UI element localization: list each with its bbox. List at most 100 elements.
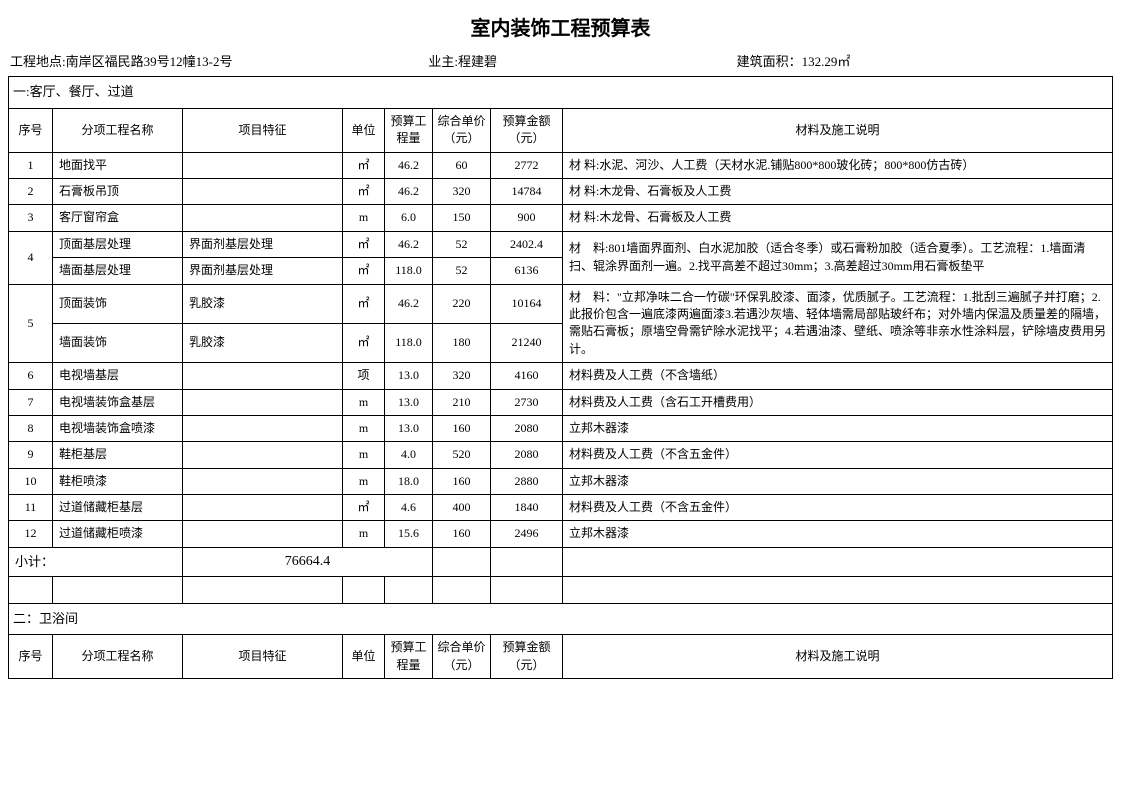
cell-name: 电视墙装饰盒喷漆 <box>53 415 183 441</box>
table-row: 1 地面找平 ㎡ 46.2 60 2772 材 料:水泥、河沙、人工费（天材水泥… <box>9 152 1113 178</box>
cell-unit: ㎡ <box>343 152 385 178</box>
cell-feat <box>183 363 343 389</box>
cell-idx: 10 <box>9 468 53 494</box>
cell-amt: 4160 <box>491 363 563 389</box>
cell-unit: ㎡ <box>343 231 385 257</box>
location-value: 南岸区福民路39号12幢13-2号 <box>66 54 233 69</box>
budget-table: 一:客厅、餐厅、过道 序号 分项工程名称 项目特征 单位 预算工程量 综合单价（… <box>8 76 1113 679</box>
hdr-unit: 单位 <box>343 635 385 679</box>
cell-price: 60 <box>433 152 491 178</box>
cell-price: 52 <box>433 258 491 284</box>
blank-row <box>9 577 1113 603</box>
cell-name: 顶面装饰 <box>53 284 183 323</box>
cell-feat <box>183 442 343 468</box>
cell-price: 160 <box>433 468 491 494</box>
empty-cell <box>491 547 563 576</box>
cell-amt: 900 <box>491 205 563 231</box>
table-row: 2 石膏板吊顶 ㎡ 46.2 320 14784 材 料:木龙骨、石膏板及人工费 <box>9 179 1113 205</box>
cell-name: 过道储藏柜喷漆 <box>53 521 183 547</box>
hdr-name: 分项工程名称 <box>53 108 183 152</box>
cell-feat <box>183 179 343 205</box>
cell-name: 石膏板吊顶 <box>53 179 183 205</box>
cell-feat: 乳胶漆 <box>183 284 343 323</box>
cell-name: 墙面基层处理 <box>53 258 183 284</box>
cell-price: 520 <box>433 442 491 468</box>
hdr-feat: 项目特征 <box>183 635 343 679</box>
section-2-title: 二：卫浴间 <box>9 603 1113 635</box>
cell-name: 鞋柜基层 <box>53 442 183 468</box>
empty-cell <box>9 577 53 603</box>
subtotal-row: 小计： 76664.4 <box>9 547 1113 576</box>
cell-name: 墙面装饰 <box>53 323 183 362</box>
cell-idx: 3 <box>9 205 53 231</box>
cell-amt: 2080 <box>491 442 563 468</box>
hdr-name: 分项工程名称 <box>53 635 183 679</box>
cell-idx: 4 <box>9 231 53 284</box>
cell-unit: m <box>343 415 385 441</box>
hdr-qty: 预算工程量 <box>385 635 433 679</box>
cell-desc: 材 料:木龙骨、石膏板及人工费 <box>563 205 1113 231</box>
cell-unit: ㎡ <box>343 179 385 205</box>
cell-desc: 材料费及人工费（含石工开槽费用） <box>563 389 1113 415</box>
cell-idx: 1 <box>9 152 53 178</box>
cell-feat <box>183 205 343 231</box>
cell-desc: 材料费及人工费（不含五金件） <box>563 495 1113 521</box>
cell-feat: 乳胶漆 <box>183 323 343 362</box>
table-row: 5 顶面装饰 乳胶漆 ㎡ 46.2 220 10164 材 料："立邦净味二合一… <box>9 284 1113 323</box>
cell-feat <box>183 495 343 521</box>
cell-idx: 2 <box>9 179 53 205</box>
cell-unit: ㎡ <box>343 284 385 323</box>
cell-desc: 立邦木器漆 <box>563 468 1113 494</box>
cell-idx: 5 <box>9 284 53 363</box>
cell-feat <box>183 389 343 415</box>
cell-price: 150 <box>433 205 491 231</box>
cell-desc: 材料费及人工费（不含五金件） <box>563 442 1113 468</box>
cell-qty: 6.0 <box>385 205 433 231</box>
cell-qty: 118.0 <box>385 258 433 284</box>
cell-amt: 2402.4 <box>491 231 563 257</box>
table-row: 9 鞋柜基层 m 4.0 520 2080 材料费及人工费（不含五金件） <box>9 442 1113 468</box>
hdr-desc: 材料及施工说明 <box>563 108 1113 152</box>
cell-amt: 1840 <box>491 495 563 521</box>
cell-unit: ㎡ <box>343 258 385 284</box>
hdr-amount: 预算金额（元） <box>491 108 563 152</box>
cell-qty: 46.2 <box>385 152 433 178</box>
hdr-qty: 预算工程量 <box>385 108 433 152</box>
cell-desc: 立邦木器漆 <box>563 521 1113 547</box>
cell-feat <box>183 521 343 547</box>
table-header-row: 序号 分项工程名称 项目特征 单位 预算工程量 综合单价（元） 预算金额（元） … <box>9 635 1113 679</box>
cell-qty: 46.2 <box>385 284 433 323</box>
empty-cell <box>343 577 385 603</box>
table-row: 12 过道储藏柜喷漆 m 15.6 160 2496 立邦木器漆 <box>9 521 1113 547</box>
cell-amt: 2496 <box>491 521 563 547</box>
subtotal-label: 小计： <box>9 547 183 576</box>
cell-qty: 13.0 <box>385 363 433 389</box>
empty-cell <box>53 577 183 603</box>
cell-feat <box>183 152 343 178</box>
meta-row: 工程地点:南岸区福民路39号12幢13-2号 业主:程建碧 建筑面积：132.2… <box>8 51 1113 70</box>
cell-qty: 15.6 <box>385 521 433 547</box>
area-label: 建筑面积： <box>737 54 802 69</box>
empty-cell <box>385 577 433 603</box>
cell-idx: 11 <box>9 495 53 521</box>
cell-unit: m <box>343 442 385 468</box>
empty-cell <box>183 577 343 603</box>
cell-amt: 2730 <box>491 389 563 415</box>
table-row: 8 电视墙装饰盒喷漆 m 13.0 160 2080 立邦木器漆 <box>9 415 1113 441</box>
hdr-idx: 序号 <box>9 635 53 679</box>
cell-amt: 10164 <box>491 284 563 323</box>
hdr-desc: 材料及施工说明 <box>563 635 1113 679</box>
cell-qty: 4.6 <box>385 495 433 521</box>
cell-unit: m <box>343 205 385 231</box>
empty-cell <box>433 547 491 576</box>
cell-price: 160 <box>433 415 491 441</box>
cell-name: 地面找平 <box>53 152 183 178</box>
cell-desc: 材料费及人工费（不含墙纸） <box>563 363 1113 389</box>
table-row: 4 顶面基层处理 界面剂基层处理 ㎡ 46.2 52 2402.4 材 料:80… <box>9 231 1113 257</box>
cell-price: 220 <box>433 284 491 323</box>
cell-amt: 14784 <box>491 179 563 205</box>
cell-unit: ㎡ <box>343 323 385 362</box>
cell-qty: 118.0 <box>385 323 433 362</box>
cell-idx: 12 <box>9 521 53 547</box>
cell-price: 320 <box>433 363 491 389</box>
